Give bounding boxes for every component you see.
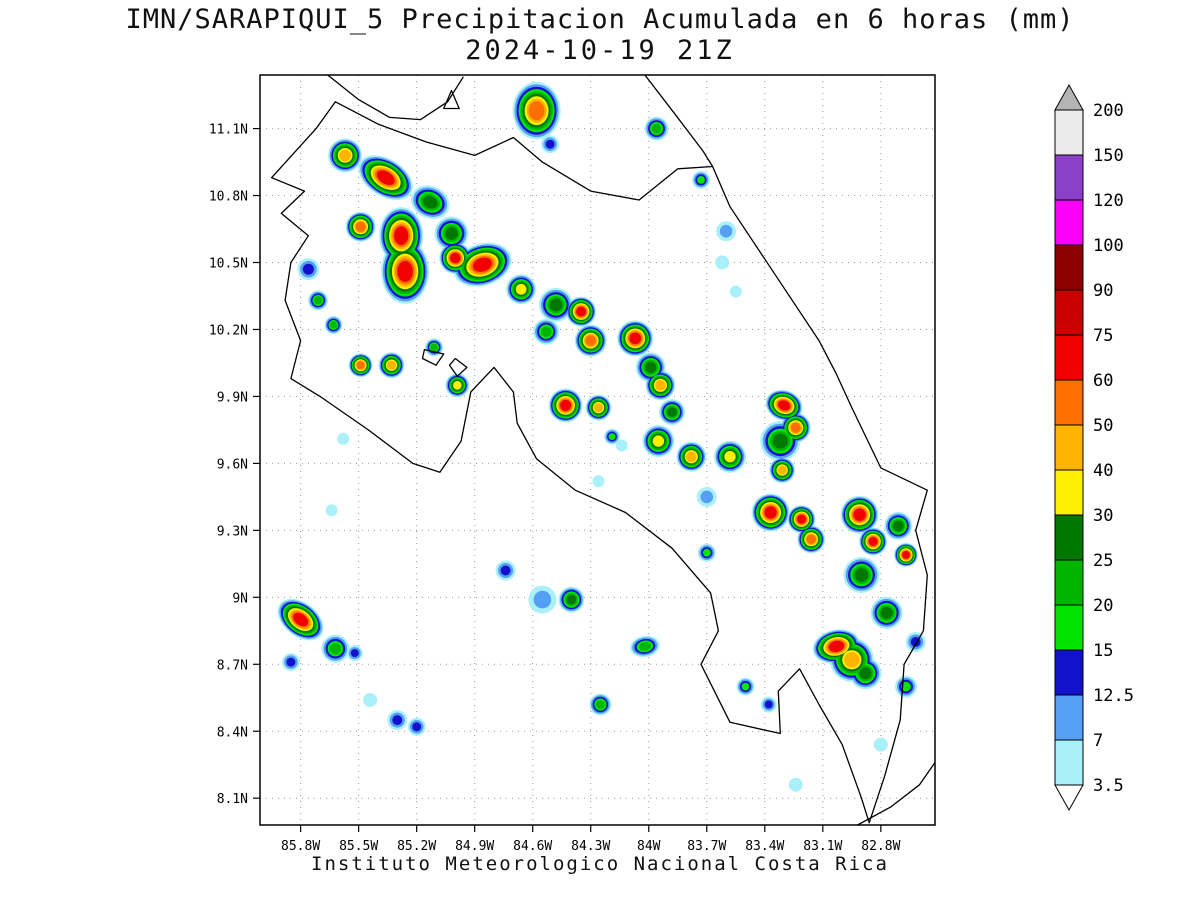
x-tick-label: 82.8W xyxy=(861,839,900,854)
colorbar-level-label: 15 xyxy=(1093,641,1113,661)
colorbar-level-label: 12.5 xyxy=(1093,686,1134,706)
colorbar: 3.5 7 12.5 15 20 25 30 40 50 60 75 90 100 120 150 200 xyxy=(1054,83,1134,812)
colorbar-level-label: 150 xyxy=(1093,146,1124,166)
y-tick-label: 8.1N xyxy=(217,792,248,807)
colorbar-level-label: 120 xyxy=(1093,191,1124,211)
colorbar-level-label: 30 xyxy=(1093,506,1113,526)
y-tick-label: 11.1N xyxy=(209,123,248,138)
colorbar-level-label: 90 xyxy=(1093,281,1113,301)
map-frame xyxy=(259,74,936,826)
panama-pacific-coast xyxy=(856,761,935,825)
colorbar-level-label: 40 xyxy=(1093,461,1113,481)
costa-rica-mainland xyxy=(270,101,928,824)
x-tick-label: 83.7W xyxy=(687,839,726,854)
colorbar-level-label: 50 xyxy=(1093,416,1113,436)
x-tick-label: 85.5W xyxy=(339,839,378,854)
chart-subtitle: 2024-10-19 21Z xyxy=(465,35,735,66)
chart-title: IMN/SARAPIQUI_5 Precipitacion Acumulada … xyxy=(125,4,1075,35)
nicaragua-caribbean-coast xyxy=(644,75,714,168)
x-tick-label: 84.3W xyxy=(571,839,610,854)
y-tick-label: 9.3N xyxy=(217,524,248,539)
axis-ticks: 85.8W 85.5W 85.2W 84.9W 84.6W 84.3W 84W 83.7W 83… xyxy=(209,123,901,854)
chira-island xyxy=(421,348,445,366)
y-tick-label: 10.5N xyxy=(209,257,248,272)
colorbar-under-arrow xyxy=(1054,784,1084,812)
colorbar-level-label: 20 xyxy=(1093,596,1113,616)
nicoya-gulf-island xyxy=(448,357,468,377)
colorbar-level-label: 7 xyxy=(1093,731,1103,751)
y-tick-label: 10.8N xyxy=(209,190,248,205)
coastline xyxy=(270,75,935,825)
colorbar-level-label: 60 xyxy=(1093,371,1113,391)
footer-attribution: Instituto Meteorologico Nacional Costa R… xyxy=(311,853,889,875)
x-tick-label: 85.8W xyxy=(281,839,320,854)
y-tick-label: 8.7N xyxy=(217,658,248,673)
colorbar-level-label: 25 xyxy=(1093,551,1113,571)
colorbar-level-label: 200 xyxy=(1093,101,1124,121)
y-tick-label: 9.6N xyxy=(217,457,248,472)
x-tick-label: 83.4W xyxy=(745,839,784,854)
x-tick-label: 85.2W xyxy=(397,839,436,854)
storm-cells xyxy=(277,81,926,792)
y-tick-label: 10.2N xyxy=(209,323,248,338)
y-tick-label: 9N xyxy=(232,591,248,606)
x-tick-label: 84.9W xyxy=(455,839,494,854)
lake-nicaragua-shore xyxy=(327,75,464,121)
x-tick-label: 84.6W xyxy=(513,839,552,854)
ometepe-island xyxy=(443,89,460,110)
x-tick-label: 84W xyxy=(637,839,661,854)
y-tick-label: 9.9N xyxy=(217,390,248,405)
x-tick-label: 83.1W xyxy=(803,839,842,854)
colorbar-level-label: 3.5 xyxy=(1093,776,1124,796)
colorbar-level-label: 75 xyxy=(1093,326,1113,346)
colorbar-level-label: 100 xyxy=(1093,236,1124,256)
colorbar-over-arrow xyxy=(1054,83,1084,111)
y-tick-label: 8.4N xyxy=(217,725,248,740)
